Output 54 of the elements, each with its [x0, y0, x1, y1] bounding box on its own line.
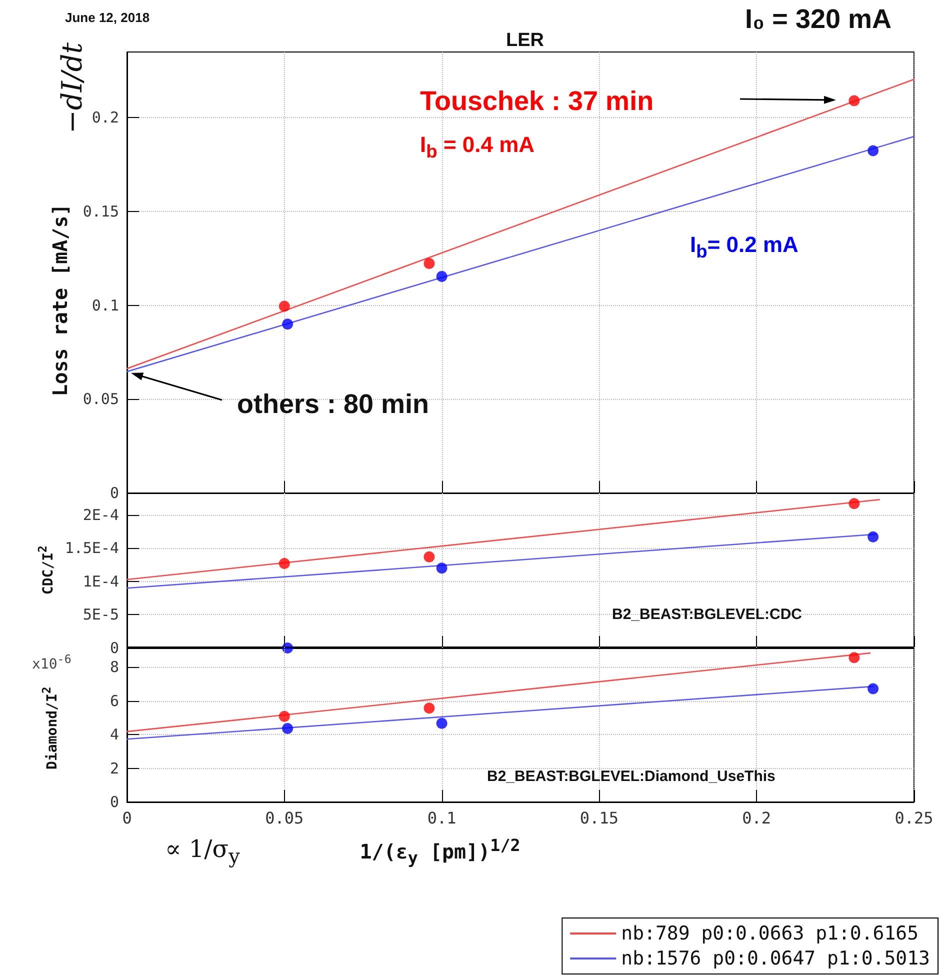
- point: [424, 702, 435, 714]
- x-tick-label: 0.15: [580, 808, 618, 828]
- y-tick-label: 0.1: [92, 296, 119, 314]
- y-tick-label: 2E-4: [82, 506, 119, 524]
- point: [848, 498, 860, 510]
- point: [436, 562, 448, 574]
- y-tick-label: 8: [110, 658, 119, 676]
- point: [424, 258, 435, 269]
- y-tick-label: 0: [110, 639, 119, 657]
- legend-label: nb:1576 p0:0.0647 p1:0.5013: [621, 948, 930, 970]
- x-tick-label: 0.1: [427, 808, 456, 828]
- y-tick-label: 5E-5: [82, 606, 119, 624]
- text: x10$^{-6}$: [32, 652, 72, 673]
- y-tick-label: 6: [110, 692, 119, 710]
- annotation: others : 80 min: [237, 389, 430, 420]
- x-tick-label: 0: [122, 808, 132, 828]
- y-tick-label: 4: [110, 726, 119, 744]
- point: [848, 652, 860, 664]
- x-tick-label: 0.25: [894, 808, 934, 828]
- y-tick-label: 0: [110, 484, 119, 502]
- y-tick-label: 0.05: [82, 390, 119, 408]
- annotation: B2_BEAST:BGLEVEL:CDC: [612, 606, 802, 623]
- text: −dI/dt: [56, 42, 88, 134]
- point: [868, 683, 879, 694]
- point: [436, 718, 448, 729]
- point: [278, 300, 290, 312]
- chart-title: LER: [506, 30, 544, 51]
- annotation: Touschek : 37 min: [420, 86, 654, 117]
- point: [848, 95, 860, 106]
- y-tick-label: 1E-4: [82, 572, 119, 590]
- y-tick-label: 0: [110, 793, 119, 811]
- text: I₀ = 320 mA: [745, 4, 892, 35]
- y-tick-label: 2: [110, 759, 119, 778]
- y-tick-label: 0.2: [92, 108, 119, 127]
- text: ∝ 1/σ$_{y}$: [165, 835, 240, 868]
- point: [282, 318, 294, 330]
- annotation: I$_{b}$ = 0.4 mA: [420, 132, 535, 162]
- annotation: B2_BEAST:BGLEVEL:Diamond_UseThis: [487, 768, 776, 785]
- point: [282, 723, 294, 734]
- x-tick-label: 0.2: [742, 808, 772, 828]
- point: [868, 531, 879, 542]
- point: [436, 270, 448, 282]
- text: June 12, 2018: [65, 10, 150, 25]
- point: [278, 710, 290, 722]
- x-axis-title: 1/(ε$_{y}$ [pm])$^{1/2}$: [360, 836, 520, 868]
- y-tick-label: 0.15: [82, 202, 119, 221]
- y-axis-title: Loss rate [mA/s]: [48, 204, 72, 396]
- x-tick-label: 0.05: [265, 808, 304, 828]
- annotation: I$_{b}$= 0.2 mA: [690, 232, 798, 262]
- point: [868, 145, 879, 156]
- point: [424, 551, 435, 562]
- y-tick-label: 1.5E-4: [64, 539, 119, 558]
- legend-label: nb:789 p0:0.0663 p1:0.6165: [621, 922, 919, 944]
- point: [278, 558, 290, 570]
